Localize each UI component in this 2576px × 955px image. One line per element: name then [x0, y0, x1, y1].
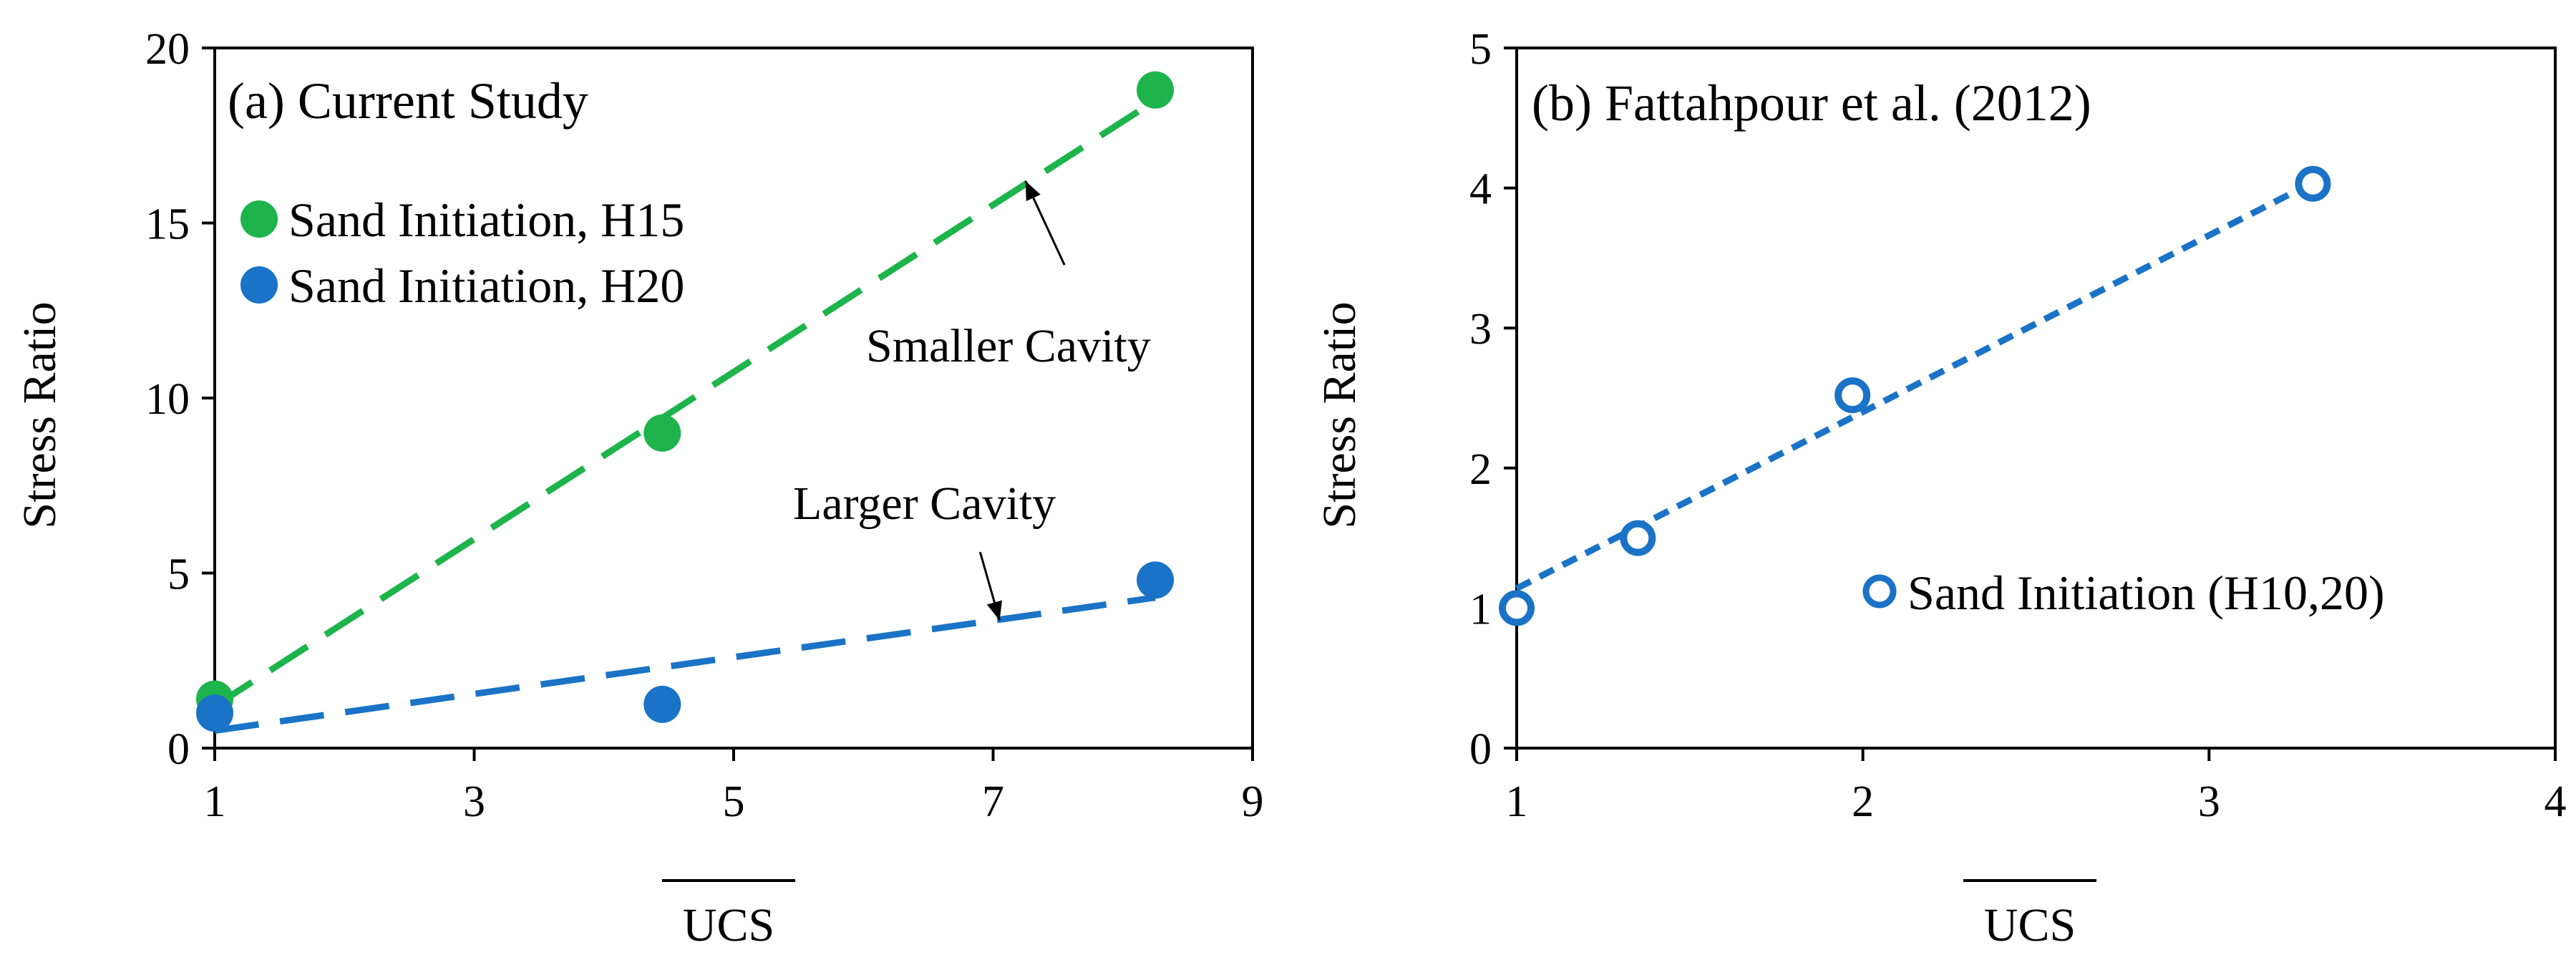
panel-b-frame [1515, 47, 2557, 750]
y-tick-label: 15 [145, 200, 190, 249]
legend-label-h15: Sand Initiation, H15 [288, 193, 684, 247]
x-tick-label: 1 [204, 777, 226, 826]
data-point-a-0-1 [643, 414, 681, 452]
y-tick-label: 20 [145, 25, 190, 74]
trendline-a-0 [213, 97, 1157, 709]
legend-marker-h15 [240, 200, 278, 238]
panel-a-frame [213, 47, 1254, 750]
y-tick-label: 5 [1469, 25, 1492, 74]
panel-a-title: (a) Current Study [228, 72, 588, 130]
panel-b-title: (b) Fattahpour et al. (2012) [1532, 74, 2091, 132]
panel-b-x-axis-title-text: UCS [1984, 899, 2076, 951]
x-tick-label: 3 [463, 777, 485, 826]
legend-label-h20: Sand Initiation, H20 [288, 258, 684, 313]
x-tick-label: 1 [1506, 777, 1528, 826]
annotation-smaller-cavity: Smaller Cavity [866, 320, 1151, 372]
y-tick-label: 2 [1469, 445, 1492, 494]
panel-a-chart: 1 3 5 7 9 0 5 10 15 20 (a) Current Study Sand Ini… [14, 25, 1264, 951]
annotation-arrow-head-1 [986, 600, 1003, 621]
y-tick-label: 10 [145, 375, 190, 424]
legend-marker-sand-initiation [1862, 574, 1897, 609]
x-tick-label: 4 [2545, 777, 2567, 826]
data-point-a-1-1 [643, 685, 681, 723]
panel-b-y-axis-title: Stress Ratio [1313, 301, 1366, 528]
x-tick-label: 9 [1242, 777, 1264, 826]
annotation-arrow-head-0 [1025, 180, 1041, 202]
data-point-a-1-0 [196, 694, 233, 732]
y-tick-label: 3 [1469, 305, 1492, 354]
data-point-a-1-2 [1137, 561, 1175, 599]
data-point-b-0-2 [1834, 377, 1871, 414]
panel-b-x-axis-title: UCS [1963, 879, 2096, 951]
panel-b-legend: Sand Initiation (H10,20) [1862, 566, 2385, 620]
y-tick-label: 4 [1469, 165, 1492, 214]
data-point-b-0-1 [1620, 520, 1656, 556]
y-tick-label: 1 [1469, 585, 1492, 634]
y-tick-label: 0 [167, 725, 190, 774]
x-tick-label: 7 [982, 777, 1004, 826]
y-tick-label: 0 [1469, 725, 1492, 774]
legend-label-sand-initiation: Sand Initiation (H10,20) [1907, 566, 2385, 620]
data-point-a-0-2 [1137, 71, 1175, 109]
legend-marker-h20 [240, 266, 278, 304]
data-point-b-0-0 [1499, 590, 1535, 626]
trendline-b-0 [1515, 179, 2315, 592]
panel-a-y-axis-title: Stress Ratio [14, 301, 66, 528]
y-tick-label: 5 [167, 551, 190, 599]
panel-a-x-axis-title-text: UCS [683, 899, 774, 951]
data-point-b-0-3 [2295, 165, 2331, 202]
panel-a-x-axis-title: UCS [662, 879, 795, 951]
panel-a-legend: Sand Initiation, H15 Sand Initiation, H2… [240, 193, 684, 313]
x-tick-label: 3 [2198, 777, 2220, 826]
x-tick-label: 5 [723, 777, 745, 826]
x-tick-label: 2 [1852, 777, 1874, 826]
panel-a-plot-area: 1 3 5 7 9 0 5 10 15 20 [145, 25, 1264, 826]
annotation-larger-cavity: Larger Cavity [793, 478, 1056, 530]
